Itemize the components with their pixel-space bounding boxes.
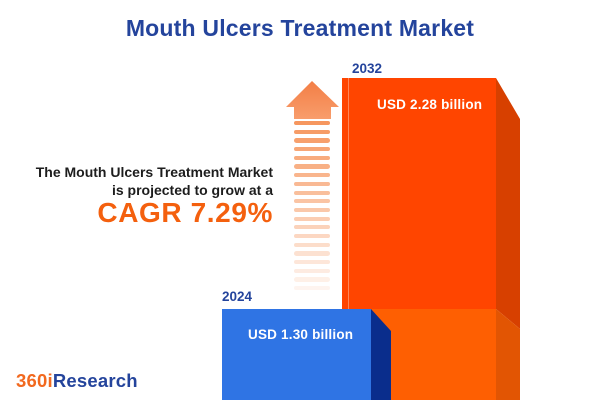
arrow-dash xyxy=(294,233,330,239)
bar-2032-front-upper xyxy=(342,78,496,309)
arrow-dash xyxy=(294,286,330,291)
arrow-dash xyxy=(294,225,330,230)
message-line1: The Mouth Ulcers Treatment Market xyxy=(35,164,273,180)
cagr-value: CAGR 7.29% xyxy=(97,197,273,228)
logo-part-360i: 360i xyxy=(16,370,53,391)
arrow-dash xyxy=(294,129,330,134)
value-label-2024: USD 1.30 billion xyxy=(248,327,354,342)
bar-2032-side-upper xyxy=(496,78,520,329)
arrow-up-icon xyxy=(286,81,339,119)
arrow-dash xyxy=(294,207,330,213)
bar-2024-front xyxy=(222,309,371,400)
logo-part-research: Research xyxy=(52,370,138,391)
page-title: Mouth Ulcers Treatment Market xyxy=(125,15,475,41)
arrow-dash xyxy=(294,121,330,126)
logo-360iresearch: 360iResearch xyxy=(16,370,138,392)
arrow-dash xyxy=(294,268,330,273)
arrow-dash xyxy=(294,190,330,195)
arrow-dash xyxy=(294,277,330,282)
message-line2: is projected to grow at a xyxy=(111,182,273,198)
arrow-dash xyxy=(294,147,330,152)
growth-message: The Mouth Ulcers Treatment Market is pro… xyxy=(0,163,273,228)
arrow-shaft xyxy=(294,121,330,295)
arrow-dash xyxy=(294,260,330,265)
year-label-2024: 2024 xyxy=(222,289,253,304)
arrow-dash xyxy=(294,242,330,247)
bar-2032-side-lower xyxy=(496,309,520,400)
arrow-dash xyxy=(294,155,330,160)
arrow-dash xyxy=(294,251,330,256)
value-label-2032: USD 2.28 billion xyxy=(377,97,483,112)
arrow-dash xyxy=(294,138,330,143)
arrow-dash xyxy=(294,199,330,204)
year-label-2032: 2032 xyxy=(352,61,383,76)
arrow-dash xyxy=(294,173,330,178)
bar-2024-side xyxy=(371,309,391,400)
arrow-dash xyxy=(294,216,330,221)
arrow-dash xyxy=(294,164,330,169)
arrow-dash xyxy=(294,181,330,186)
